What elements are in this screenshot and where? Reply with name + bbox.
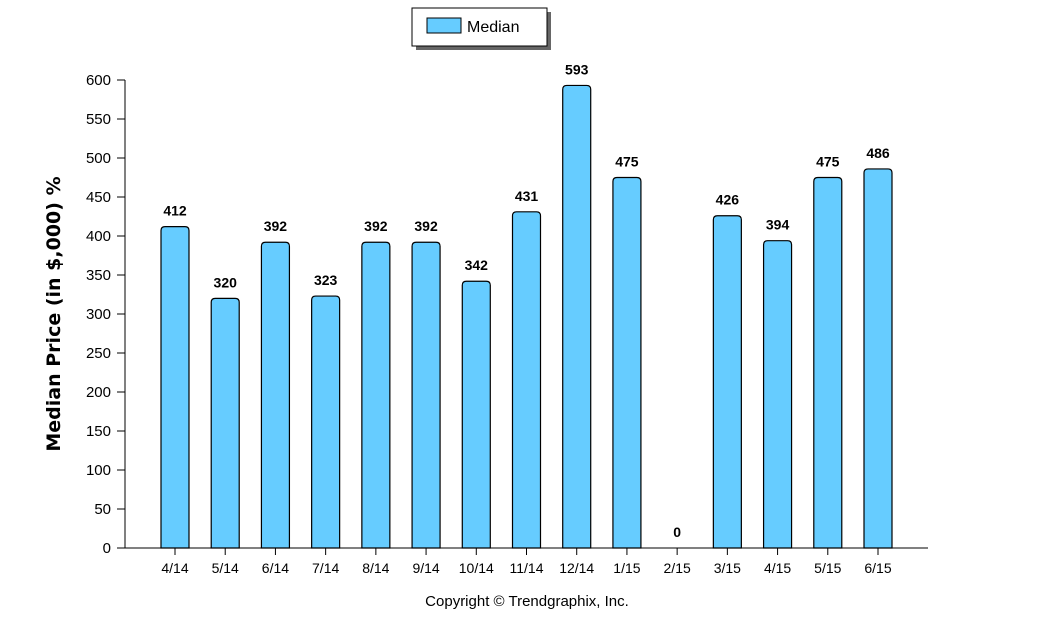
y-tick-label: 600 bbox=[86, 72, 111, 89]
y-axis-title: Median Price (in $,000) % bbox=[43, 176, 65, 451]
data-label: 394 bbox=[766, 217, 790, 233]
data-label: 412 bbox=[163, 203, 187, 219]
y-tick-label: 0 bbox=[103, 540, 111, 557]
y-tick-label: 550 bbox=[86, 111, 111, 128]
data-label: 320 bbox=[214, 274, 238, 290]
bars bbox=[160, 84, 893, 549]
x-axis-ticks: 4/14 5/14 6/14 7/14 8/14 9/14 10/14 11/14 12/14 1… bbox=[161, 548, 892, 576]
x-tick-label: 8/14 bbox=[362, 560, 389, 576]
x-tick-label: 1/15 bbox=[613, 560, 640, 576]
bar-8-14 bbox=[361, 241, 391, 549]
data-label: 323 bbox=[314, 272, 338, 288]
data-label: 475 bbox=[816, 154, 840, 170]
x-tick-label: 2/15 bbox=[664, 560, 691, 576]
x-tick-label: 6/15 bbox=[864, 560, 891, 576]
data-label: 593 bbox=[565, 61, 589, 77]
bar-5-15 bbox=[813, 176, 843, 549]
bar-4-15 bbox=[762, 240, 793, 549]
data-label: 475 bbox=[615, 154, 639, 170]
copyright-text: Copyright © Trendgraphix, Inc. bbox=[425, 593, 629, 610]
legend: Median bbox=[411, 7, 551, 50]
x-tick-label: 7/14 bbox=[312, 560, 339, 576]
y-axis-ticks: 0 50 100 150 200 250 300 350 400 450 500 550 600 bbox=[86, 72, 125, 557]
x-tick-label: 5/15 bbox=[814, 560, 841, 576]
bar-5-14 bbox=[210, 297, 240, 549]
bar-10-14 bbox=[461, 280, 491, 549]
y-tick-label: 200 bbox=[86, 384, 111, 401]
x-tick-label: 12/14 bbox=[559, 560, 594, 576]
x-tick-label: 6/14 bbox=[262, 560, 289, 576]
y-tick-label: 450 bbox=[86, 189, 111, 206]
bar-6-15 bbox=[863, 168, 893, 549]
bar-6-14 bbox=[260, 241, 291, 549]
data-label: 426 bbox=[716, 192, 740, 208]
data-label: 342 bbox=[465, 257, 489, 273]
x-tick-label: 9/14 bbox=[412, 560, 439, 576]
x-tick-label: 5/14 bbox=[212, 560, 239, 576]
y-tick-label: 250 bbox=[86, 345, 111, 362]
bar-11-14 bbox=[511, 211, 542, 549]
data-label: 392 bbox=[264, 218, 288, 234]
data-label: 431 bbox=[515, 188, 539, 204]
bar-1-15 bbox=[612, 176, 642, 549]
data-label: 0 bbox=[673, 524, 681, 540]
y-tick-label: 100 bbox=[86, 462, 111, 479]
y-tick-label: 150 bbox=[86, 423, 111, 440]
data-labels: 412 320 392 323 392 392 342 431 593 475 0 426 394 475… bbox=[163, 61, 890, 540]
y-tick-label: 50 bbox=[94, 501, 111, 518]
bar-3-15 bbox=[712, 215, 742, 549]
bar-7-14 bbox=[311, 295, 341, 549]
bar-9-14 bbox=[411, 241, 441, 549]
x-tick-label: 4/14 bbox=[161, 560, 188, 576]
legend-label: Median bbox=[467, 19, 519, 36]
bar-4-14 bbox=[160, 226, 190, 549]
y-tick-label: 350 bbox=[86, 267, 111, 284]
x-tick-label: 11/14 bbox=[510, 560, 544, 576]
y-tick-label: 400 bbox=[86, 228, 111, 245]
bar-12-14 bbox=[562, 84, 592, 549]
x-tick-label: 3/15 bbox=[714, 560, 741, 576]
data-label: 392 bbox=[364, 218, 388, 234]
legend-swatch bbox=[426, 17, 462, 34]
y-tick-label: 300 bbox=[86, 306, 111, 323]
x-tick-label: 4/15 bbox=[764, 560, 791, 576]
data-label: 486 bbox=[866, 145, 890, 161]
data-label: 392 bbox=[414, 218, 438, 234]
x-tick-label: 10/14 bbox=[459, 560, 494, 576]
y-tick-label: 500 bbox=[86, 150, 111, 167]
